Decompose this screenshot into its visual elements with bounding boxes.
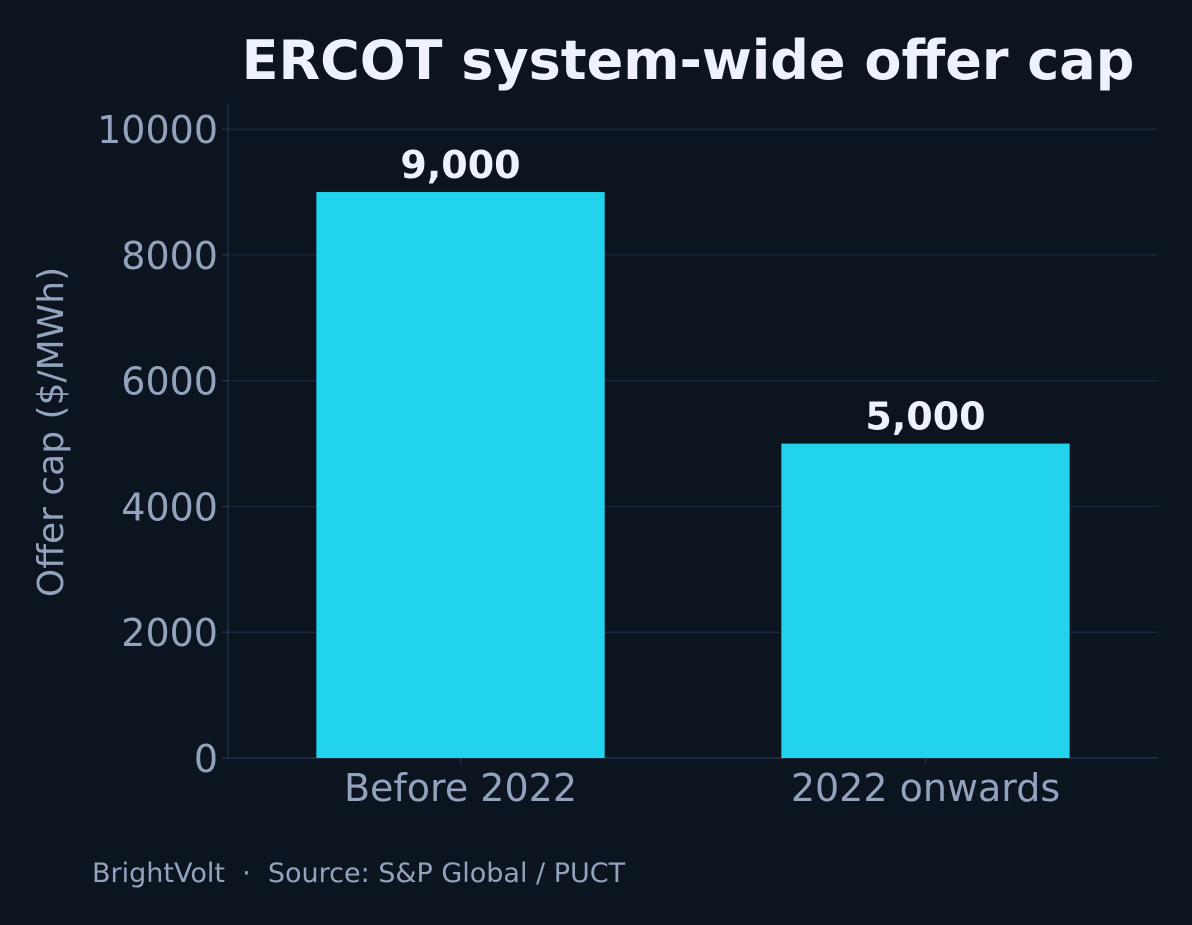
data-labels: 9,000 5,000 — [400, 143, 985, 439]
y-tick-label-2000: 2000 — [121, 611, 218, 655]
y-tick-label-0: 0 — [194, 737, 218, 781]
chart-title: ERCOT system-wide offer cap — [242, 29, 1135, 92]
tick-labels: 0 2000 4000 6000 8000 10000 Before 2022 2022 on… — [97, 108, 1060, 810]
bar-1 — [781, 443, 1070, 758]
y-tick-label-8000: 8000 — [121, 234, 218, 278]
x-tick-label-1: 2022 onwards — [791, 766, 1060, 810]
y-tick-label-6000: 6000 — [121, 360, 218, 404]
footer-source: BrightVolt · Source: S&P Global / PUCT — [92, 858, 626, 889]
data-label-1: 5,000 — [865, 395, 985, 439]
bar-0 — [316, 192, 605, 759]
y-tick-label-10000: 10000 — [97, 108, 218, 152]
x-tick-label-0: Before 2022 — [344, 766, 577, 810]
bars — [316, 192, 1070, 759]
y-tick-label-4000: 4000 — [121, 485, 218, 529]
y-axis-label: Offer cap ($/MWh) — [31, 267, 72, 597]
data-label-0: 9,000 — [400, 143, 520, 187]
